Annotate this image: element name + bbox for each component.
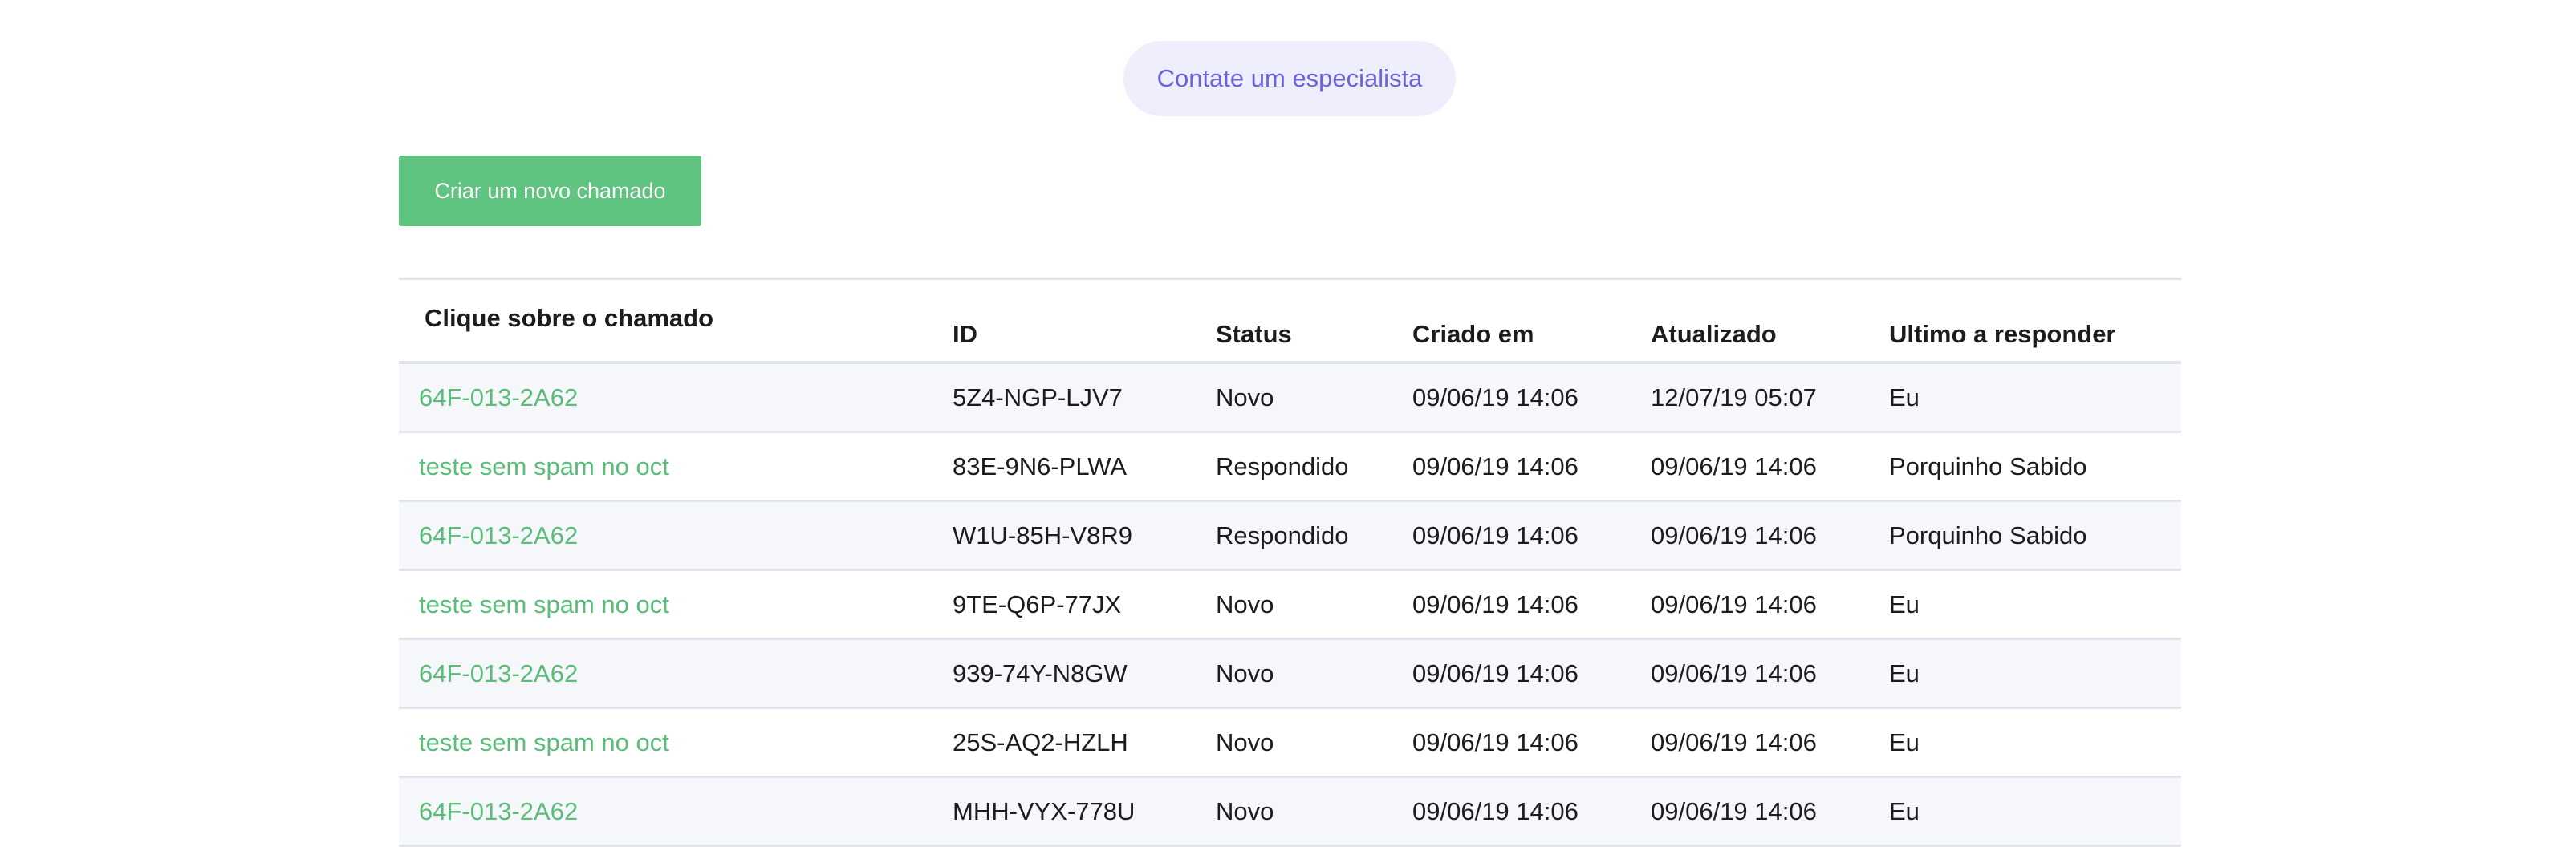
ticket-updated: 09/06/19 14:06 [1651, 452, 1817, 480]
ticket-link[interactable]: 64F-013-2A62 [419, 521, 579, 549]
ticket-updated: 12/07/19 05:07 [1651, 383, 1817, 411]
ticket-id: 5Z4-NGP-LJV7 [953, 383, 1123, 411]
ticket-created: 09/06/19 14:06 [1412, 383, 1579, 411]
ticket-last-responder: Eu [1889, 383, 1920, 411]
ticket-id: 25S-AQ2-HZLH [953, 728, 1128, 756]
table-row[interactable]: teste sem spam no oct 83E-9N6-PLWA Respond… [399, 433, 2181, 502]
ticket-last-responder: Eu [1889, 797, 1920, 825]
ticket-status: Respondido [1216, 452, 1349, 480]
ticket-id: 83E-9N6-PLWA [953, 452, 1128, 480]
ticket-created: 09/06/19 14:06 [1412, 728, 1579, 756]
ticket-last-responder: Eu [1889, 728, 1920, 756]
ticket-id: MHH-VYX-778U [953, 797, 1136, 825]
ticket-status: Respondido [1216, 521, 1349, 549]
ticket-updated: 09/06/19 14:06 [1651, 659, 1817, 687]
tickets-table: Clique sobre o chamado ID Status Criado … [399, 278, 2181, 847]
ticket-last-responder: Eu [1889, 659, 1920, 687]
ticket-updated: 09/06/19 14:06 [1651, 728, 1817, 756]
ticket-status: Novo [1216, 797, 1274, 825]
ticket-updated: 09/06/19 14:06 [1651, 590, 1817, 618]
table-row[interactable]: 64F-013-2A62 939-74Y-N8GW Novo 09/06/19 14:… [399, 640, 2181, 709]
table-header: Clique sobre o chamado ID Status Criado … [399, 280, 2181, 364]
ticket-id: W1U-85H-V8R9 [953, 521, 1132, 549]
header-ticket: Clique sobre o chamado [425, 304, 714, 332]
ticket-status: Novo [1216, 590, 1274, 618]
ticket-link[interactable]: 64F-013-2A62 [419, 383, 579, 411]
table-row[interactable]: 64F-013-2A62 5Z4-NGP-LJV7 Novo 09/06/19 14:… [399, 364, 2181, 433]
ticket-link[interactable]: teste sem spam no oct [419, 728, 669, 756]
header-status: Status [1216, 320, 1292, 348]
ticket-link[interactable]: 64F-013-2A62 [419, 659, 579, 687]
ticket-created: 09/06/19 14:06 [1412, 590, 1579, 618]
ticket-id: 939-74Y-N8GW [953, 659, 1128, 687]
ticket-updated: 09/06/19 14:06 [1651, 521, 1817, 549]
ticket-updated: 09/06/19 14:06 [1651, 797, 1817, 825]
header-updated: Atualizado [1651, 320, 1777, 348]
table-row[interactable]: teste sem spam no oct 9TE-Q6P-77JX Novo 09/… [399, 571, 2181, 640]
ticket-last-responder: Eu [1889, 590, 1920, 618]
ticket-link[interactable]: teste sem spam no oct [419, 590, 669, 618]
ticket-status: Novo [1216, 383, 1274, 411]
create-ticket-button[interactable]: Criar um novo chamado [399, 156, 701, 226]
ticket-link[interactable]: 64F-013-2A62 [419, 797, 579, 825]
ticket-id: 9TE-Q6P-77JX [953, 590, 1122, 618]
table-row[interactable]: 64F-013-2A62 MHH-VYX-778U Novo 09/06/19 14:… [399, 778, 2181, 847]
ticket-created: 09/06/19 14:06 [1412, 452, 1579, 480]
ticket-created: 09/06/19 14:06 [1412, 521, 1579, 549]
table-row[interactable]: teste sem spam no oct 25S-AQ2-HZLH Novo 09/… [399, 709, 2181, 778]
ticket-created: 09/06/19 14:06 [1412, 797, 1579, 825]
header-id: ID [953, 320, 977, 348]
table-row[interactable]: 64F-013-2A62 W1U-85H-V8R9 Respondido 09/06/… [399, 502, 2181, 571]
header-last-responder: Ultimo a responder [1889, 320, 2116, 348]
contact-specialist-button[interactable]: Contate um especialista [1123, 41, 1456, 116]
ticket-status: Novo [1216, 728, 1274, 756]
ticket-last-responder: Porquinho Sabido [1889, 452, 2087, 480]
header-created: Criado em [1412, 320, 1534, 348]
ticket-last-responder: Porquinho Sabido [1889, 521, 2087, 549]
ticket-created: 09/06/19 14:06 [1412, 659, 1579, 687]
ticket-status: Novo [1216, 659, 1274, 687]
ticket-link[interactable]: teste sem spam no oct [419, 452, 669, 480]
